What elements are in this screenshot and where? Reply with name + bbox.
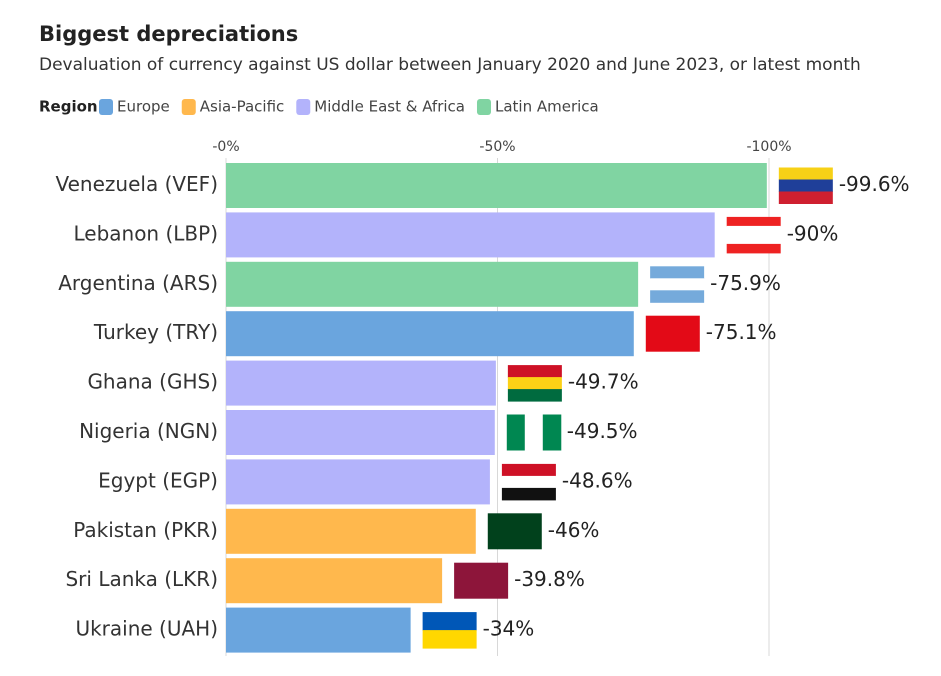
bar	[226, 508, 476, 554]
bar	[226, 607, 411, 653]
flag	[506, 414, 526, 451]
bar	[226, 360, 496, 406]
flag	[487, 513, 542, 550]
y-tick-label: Venezuela (VEF)	[56, 172, 219, 196]
y-tick-label: Ukraine (UAH)	[75, 617, 218, 641]
flag	[507, 389, 562, 402]
y-tick-label: Pakistan (PKR)	[73, 518, 218, 542]
y-tick-label: Ghana (GHS)	[87, 370, 218, 394]
legend-label: Latin America	[495, 98, 599, 116]
value-label: -48.6%	[562, 468, 633, 492]
legend-label: Europe	[117, 98, 170, 116]
legend-swatch	[181, 99, 196, 115]
flag	[454, 562, 509, 599]
y-tick-label: Egypt (EGP)	[98, 468, 218, 492]
flag	[501, 475, 556, 489]
flag	[501, 487, 556, 501]
y-tick-label: Nigeria (NGN)	[79, 419, 218, 443]
y-tick-label: Lebanon (LBP)	[73, 221, 218, 245]
flag	[501, 463, 556, 477]
value-label: -49.7%	[568, 370, 639, 394]
flag	[726, 225, 781, 236]
value-label: -75.9%	[710, 271, 781, 295]
flag	[650, 278, 705, 291]
value-label: -99.6%	[839, 172, 910, 196]
flag	[507, 365, 562, 378]
bar	[226, 459, 490, 505]
x-tick-label: -0%	[212, 139, 239, 155]
flag	[650, 266, 705, 279]
legend-label: Middle East & Africa	[314, 98, 465, 116]
y-tick-label: Turkey (TRY)	[93, 320, 218, 344]
flag	[726, 216, 781, 227]
value-label: -34%	[483, 617, 535, 641]
legend-title: Region	[39, 98, 98, 116]
value-label: -46%	[548, 518, 600, 542]
flag	[507, 377, 562, 390]
value-label: -49.5%	[567, 419, 638, 443]
y-tick-label: Argentina (ARS)	[58, 271, 218, 295]
value-label: -75.1%	[706, 320, 777, 344]
flag	[422, 612, 477, 631]
x-tick-label: -100%	[746, 139, 791, 155]
legend-label: Asia-Pacific	[200, 98, 285, 116]
bar	[226, 261, 639, 307]
flag	[778, 167, 833, 180]
bar	[226, 212, 715, 258]
bar	[226, 410, 495, 455]
legend-swatch	[476, 99, 491, 115]
bar	[226, 163, 767, 208]
flag	[524, 414, 544, 451]
x-tick-label: -50%	[479, 139, 515, 155]
bar	[226, 311, 634, 357]
flag	[778, 191, 833, 204]
legend-swatch	[99, 99, 113, 115]
bar	[226, 558, 443, 604]
flag	[542, 414, 562, 451]
legend-swatch	[296, 99, 311, 115]
chart-title: Biggest depreciations	[39, 22, 298, 46]
flag	[778, 179, 833, 192]
flag	[726, 234, 781, 245]
flag	[650, 290, 705, 303]
value-label: -39.8%	[514, 567, 585, 591]
value-label: -90%	[787, 221, 839, 245]
chart-subtitle: Devaluation of currency against US dolla…	[39, 55, 861, 75]
flag	[645, 315, 700, 352]
flag	[422, 630, 477, 649]
flag	[726, 243, 781, 254]
y-tick-label: Sri Lanka (LKR)	[65, 567, 218, 591]
